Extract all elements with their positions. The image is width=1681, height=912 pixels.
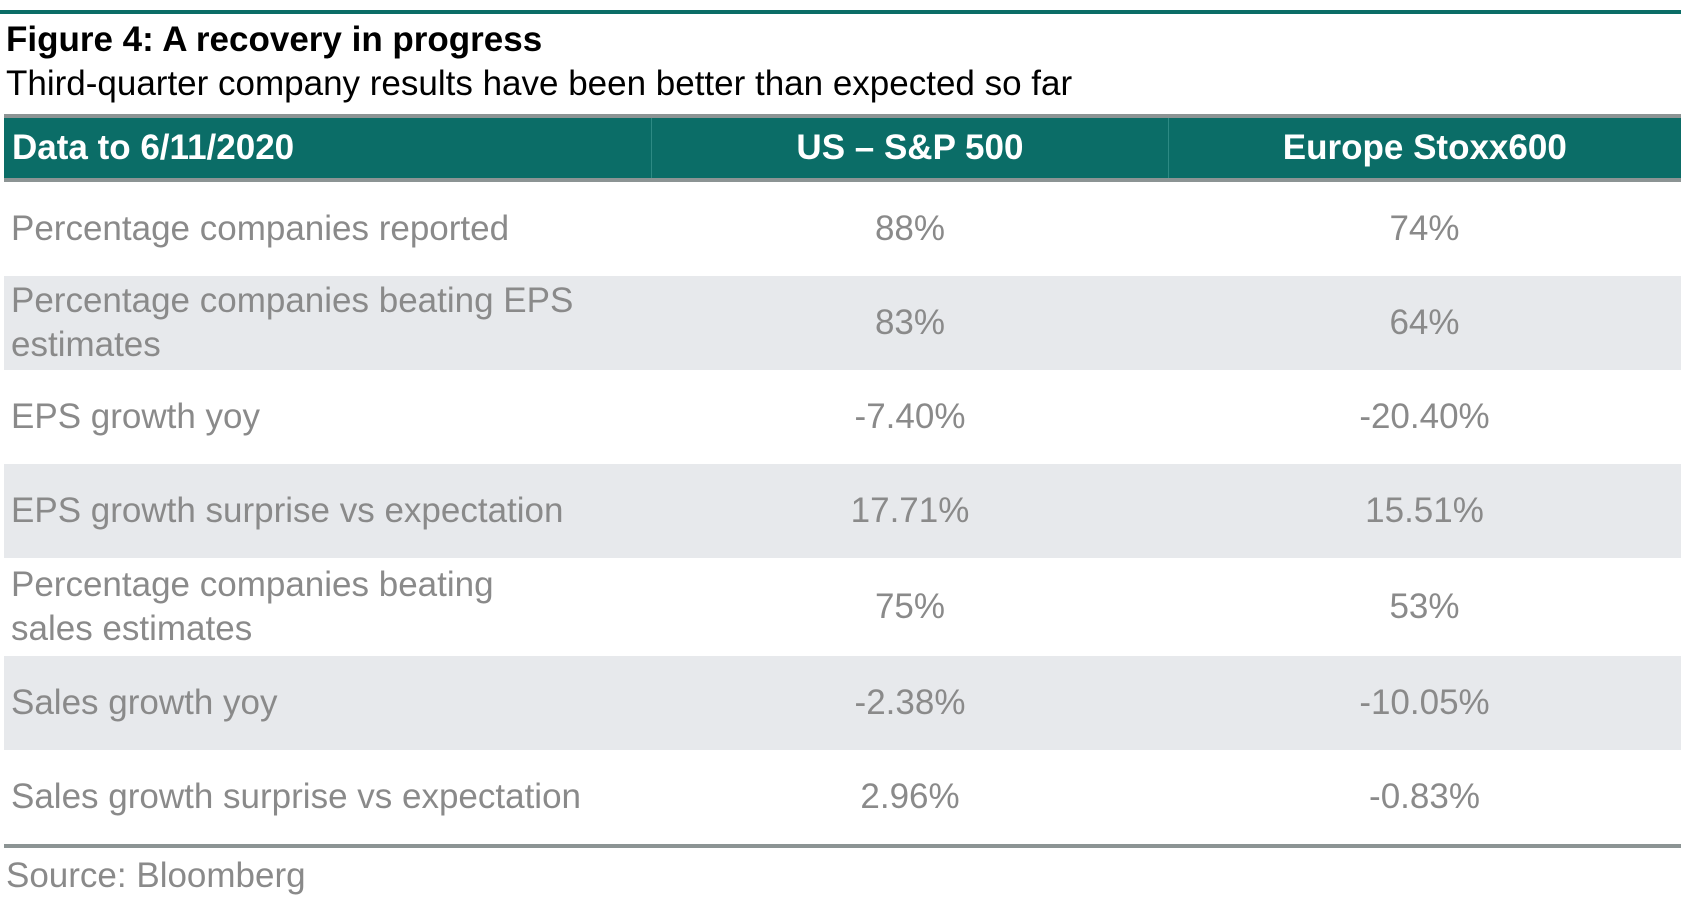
row-us-value: 83% (874, 303, 946, 342)
row-europe-value: 15.51% (1365, 491, 1484, 530)
row-europe-value: -10.05% (1359, 683, 1490, 722)
row-us-value: 75% (874, 587, 946, 626)
results-table: Data to 6/11/2020 US – S&P 500 Europe St… (4, 114, 1681, 848)
table-top-rule (4, 114, 1681, 118)
table-header-rule (4, 178, 1681, 182)
row-label: Percentage companies reported (11, 209, 510, 248)
header-europe-stoxx600: Europe Stoxx600 (1167, 118, 1681, 178)
table-row: EPS growth yoy -7.40% -20.40% (4, 370, 1681, 464)
row-label: Percentage companies beating EPS estimat… (11, 281, 574, 364)
table-row: Percentage companies beating EPS estimat… (4, 276, 1681, 370)
figure-title: Figure 4: A recovery in progress (6, 20, 543, 59)
table-row: Sales growth surprise vs expectation 2.9… (4, 750, 1681, 844)
row-us-value: -7.40% (854, 397, 966, 436)
table-bottom-rule (4, 844, 1681, 848)
header-data-date: Data to 6/11/2020 (12, 128, 295, 167)
row-label: EPS growth surprise vs expectation (11, 491, 564, 530)
row-europe-value: -20.40% (1359, 397, 1490, 436)
row-us-value: -2.38% (854, 683, 966, 722)
top-rule (0, 10, 1681, 14)
row-us-value: 17.71% (850, 491, 970, 530)
row-label: Sales growth surprise vs expectation (11, 777, 581, 816)
row-europe-value: 64% (1389, 303, 1460, 342)
row-europe-value: 53% (1389, 587, 1460, 626)
row-label: EPS growth yoy (11, 397, 260, 436)
row-us-value: 88% (874, 209, 946, 248)
row-us-value: 2.96% (860, 777, 960, 816)
row-europe-value: 74% (1389, 209, 1460, 248)
figure-subtitle: Third-quarter company results have been … (6, 64, 1073, 103)
table-row: Percentage companies reported 88% 74% (4, 182, 1681, 276)
source-note: Source: Bloomberg (6, 856, 306, 895)
row-europe-value: -0.83% (1369, 777, 1480, 816)
header-us-sp500: US – S&P 500 (651, 118, 1167, 178)
row-label: Sales growth yoy (11, 683, 278, 722)
table-row: Percentage companies beating sales estim… (4, 558, 1681, 656)
table-header-row: Data to 6/11/2020 US – S&P 500 Europe St… (4, 118, 1681, 178)
table-row: Sales growth yoy -2.38% -10.05% (4, 656, 1681, 750)
table-row: EPS growth surprise vs expectation 17.71… (4, 464, 1681, 558)
row-label: Percentage companies beating sales estim… (11, 565, 494, 648)
